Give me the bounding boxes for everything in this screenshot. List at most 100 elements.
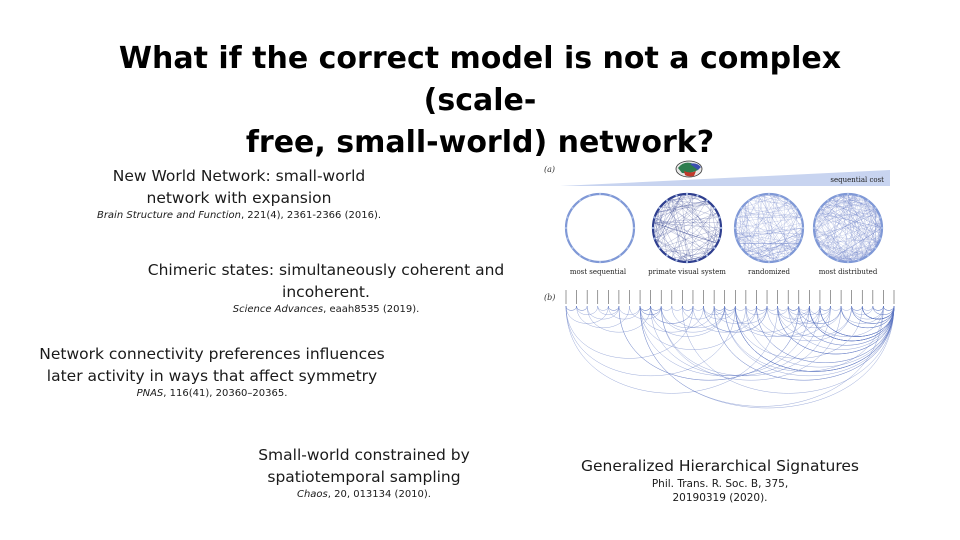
hierarchy-arc bbox=[862, 305, 895, 320]
figure-caption: Generalized Hierarchical Signatures Phil… bbox=[560, 455, 880, 505]
hierarchy-arc bbox=[862, 305, 895, 320]
hierarchy-arc bbox=[787, 305, 831, 324]
hierarchy-arc bbox=[819, 305, 831, 311]
hierarchy-arc bbox=[840, 305, 895, 328]
hierarchy-arc bbox=[608, 305, 641, 320]
reference-citation-3: PNAS, 116(41), 20360–20365. bbox=[22, 387, 402, 401]
hierarchy-arc bbox=[830, 305, 842, 311]
figure-caption-line-2: 20190319 (2020). bbox=[672, 492, 768, 504]
hierarchy-arc bbox=[777, 305, 789, 311]
brain-icon bbox=[675, 160, 703, 178]
hierarchy-arc bbox=[745, 305, 757, 311]
reference-citation-4: Chaos, 20, 013134 (2010). bbox=[214, 488, 514, 502]
network-circle-4 bbox=[812, 192, 884, 264]
hierarchy-arc bbox=[766, 305, 778, 311]
citation-journal-2: Science Advances bbox=[232, 304, 324, 315]
circle-label-3: randomized bbox=[748, 268, 790, 276]
hierarchy-arc bbox=[650, 305, 662, 311]
reference-citation-2: Science Advances, eaah8535 (2019). bbox=[136, 303, 516, 317]
hierarchy-arc bbox=[735, 305, 895, 372]
citation-ref-2: , eaah8535 (2019). bbox=[323, 304, 420, 315]
hierarchy-arc bbox=[872, 305, 884, 311]
reference-title-1b: network with expansion bbox=[146, 189, 332, 207]
citation-journal-4: Chaos bbox=[296, 489, 328, 500]
hierarchy-arc bbox=[787, 305, 895, 350]
hierarchy-arc bbox=[735, 305, 895, 372]
hierarchy-arc bbox=[682, 305, 895, 394]
hierarchy-arc bbox=[862, 305, 895, 320]
hierarchy-arc bbox=[629, 305, 662, 320]
reference-title-1a: New World Network: small-world bbox=[112, 167, 366, 185]
hierarchy-arc bbox=[565, 305, 577, 311]
hierarchy-arc bbox=[862, 305, 895, 320]
circle-labels: most sequential primate visual system ra… bbox=[570, 268, 878, 276]
hierarchy-arc bbox=[862, 305, 895, 320]
hierarchy-arc bbox=[798, 305, 842, 324]
hierarchy-arc bbox=[639, 305, 704, 333]
citation-journal-1: Brain Structure and Function bbox=[96, 210, 241, 221]
hierarchy-arc bbox=[724, 305, 768, 324]
reference-title-3b: later activity in ways that affect symme… bbox=[46, 367, 378, 385]
figure-caption-line-1: Phil. Trans. R. Soc. B, 375, bbox=[651, 478, 789, 490]
reference-title-2b: incoherent. bbox=[282, 283, 370, 301]
hierarchy-arc bbox=[798, 305, 895, 346]
citation-ref-1: , 221(4), 2361-2366 (2016). bbox=[240, 210, 382, 221]
reference-citation-1: Brain Structure and Function, 221(4), 23… bbox=[52, 209, 426, 223]
hierarchy-arc bbox=[565, 305, 778, 394]
hierarchy-arc bbox=[682, 305, 694, 311]
hierarchy-arc bbox=[639, 305, 651, 311]
circle-label-4: most distributed bbox=[819, 268, 878, 276]
reference-title-4b: spatiotemporal sampling bbox=[267, 468, 461, 486]
hierarchy-arc bbox=[851, 305, 895, 324]
hierarchy-arc bbox=[840, 305, 884, 324]
circle-label-2: primate visual system bbox=[648, 268, 726, 276]
hierarchy-arc bbox=[682, 305, 715, 320]
figure-caption-title: Generalized Hierarchical Signatures bbox=[581, 457, 859, 475]
hierarchy-arc bbox=[851, 305, 874, 315]
hierarchy-arc bbox=[862, 305, 874, 311]
hierarchy-arc bbox=[883, 305, 895, 311]
hierarchy-arc bbox=[692, 305, 704, 311]
slide-title-line-1: What if the correct model is not a compl… bbox=[118, 41, 842, 118]
hierarchy-arc bbox=[777, 305, 821, 324]
hierarchy-arc bbox=[671, 305, 725, 328]
hierarchy-arc bbox=[745, 305, 768, 315]
panel-a-label: (a) bbox=[544, 165, 555, 174]
hierarchy-arc bbox=[735, 305, 747, 311]
reference-item-1: New World Network: small-world network w… bbox=[52, 165, 426, 223]
reference-title-3a: Network connectivity preferences influen… bbox=[39, 345, 385, 363]
reference-item-3: Network connectivity preferences influen… bbox=[22, 343, 402, 401]
hierarchy-arc bbox=[840, 305, 895, 328]
hierarchy-arc bbox=[650, 305, 694, 324]
hierarchy-arc bbox=[703, 305, 736, 320]
hierarchy-arc bbox=[735, 305, 895, 372]
hierarchy-arc bbox=[862, 305, 895, 320]
hierarchy-arc bbox=[787, 305, 842, 328]
hierarchy-arc bbox=[713, 305, 725, 311]
panel-b-label: (b) bbox=[544, 293, 555, 302]
hierarchy-arc bbox=[766, 305, 789, 315]
hierarchy-arc-diagram bbox=[565, 290, 895, 409]
network-circle-3 bbox=[733, 192, 805, 264]
sequential-cost-wedge bbox=[560, 170, 890, 186]
hierarchy-arc bbox=[798, 305, 810, 311]
network-circle-1 bbox=[564, 192, 636, 264]
hierarchy-arc bbox=[724, 305, 736, 311]
hierarchy-arc bbox=[713, 305, 757, 324]
sequential-cost-label: sequential cost bbox=[830, 176, 884, 184]
reference-item-2: Chimeric states: simultaneously coherent… bbox=[136, 259, 516, 317]
hierarchy-arc bbox=[851, 305, 884, 320]
network-circles bbox=[564, 192, 884, 264]
hierarchy-arc bbox=[735, 305, 895, 372]
citation-ref-4: , 20, 013134 (2010). bbox=[327, 489, 431, 500]
hierarchy-arc bbox=[777, 305, 810, 320]
hierarchy-arc bbox=[576, 305, 588, 311]
hierarchy-arc bbox=[703, 305, 725, 315]
hierarchy-arc bbox=[608, 305, 620, 311]
citation-journal-3: PNAS bbox=[136, 388, 164, 399]
hierarchy-arc bbox=[777, 305, 895, 355]
hierarchy-arc bbox=[872, 305, 895, 315]
hierarchy-arc bbox=[862, 305, 895, 320]
hierarchy-arc bbox=[660, 305, 673, 311]
hierarchy-arc bbox=[565, 305, 609, 324]
